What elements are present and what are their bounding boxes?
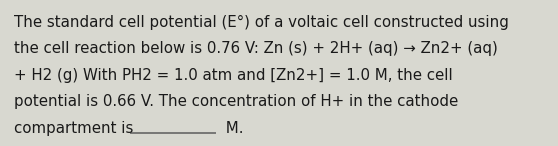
Text: M.: M.: [220, 121, 243, 136]
Text: + H2 (g) With PH2 = 1.0 atm and [Zn2+] = 1.0 M, the cell: + H2 (g) With PH2 = 1.0 atm and [Zn2+] =…: [14, 68, 453, 83]
Text: The standard cell potential (E°) of a voltaic cell constructed using: The standard cell potential (E°) of a vo…: [14, 15, 509, 30]
Text: compartment is: compartment is: [14, 121, 133, 136]
Text: potential is 0.66 V. The concentration of H+ in the cathode: potential is 0.66 V. The concentration o…: [14, 94, 458, 109]
Text: the cell reaction below is 0.76 V: Zn (s) + 2H+ (aq) → Zn2+ (aq): the cell reaction below is 0.76 V: Zn (s…: [14, 41, 498, 56]
